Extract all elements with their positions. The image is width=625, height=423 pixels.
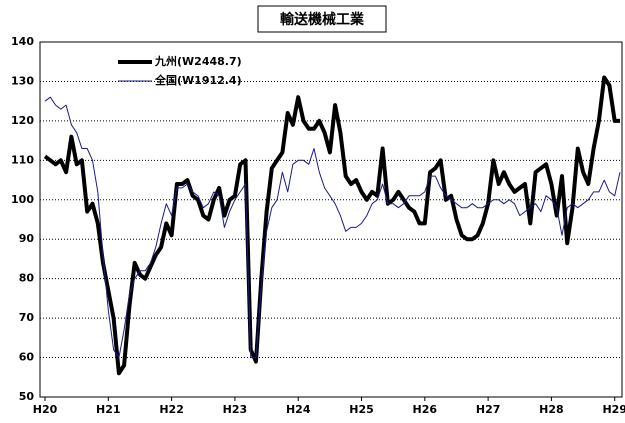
x-tick-label: H29 (602, 403, 625, 416)
chart-title: 輸送機械工業 (280, 11, 365, 28)
x-tick-label: H26 (413, 403, 438, 416)
y-tick-label: 100 (11, 193, 34, 206)
x-tick-label: H21 (96, 403, 121, 416)
series-line (43, 75, 620, 376)
series-line (44, 96, 621, 359)
y-tick-label: 60 (19, 351, 35, 364)
y-tick-label: 90 (19, 232, 35, 245)
x-tick-label: H28 (539, 403, 564, 416)
y-tick-label: 120 (11, 114, 34, 127)
y-tick-label: 50 (19, 390, 35, 403)
plot-area (39, 41, 623, 398)
x-tick-label: H24 (286, 403, 311, 416)
x-tick-label: H20 (33, 403, 58, 416)
title-box (257, 5, 387, 33)
y-tick-label: 110 (11, 153, 34, 166)
legend-label: 全国(W1912.4) (154, 73, 242, 87)
legend-label: 九州(W2448.7) (154, 54, 242, 68)
y-tick-label: 130 (11, 74, 34, 87)
x-tick-label: H25 (349, 403, 374, 416)
x-tick-label: H22 (159, 403, 184, 416)
x-tick-label: H23 (223, 403, 248, 416)
x-tick-label: H27 (476, 403, 501, 416)
y-tick-label: 80 (19, 272, 35, 285)
y-tick-label: 140 (11, 35, 34, 48)
y-tick-label: 70 (19, 311, 35, 324)
